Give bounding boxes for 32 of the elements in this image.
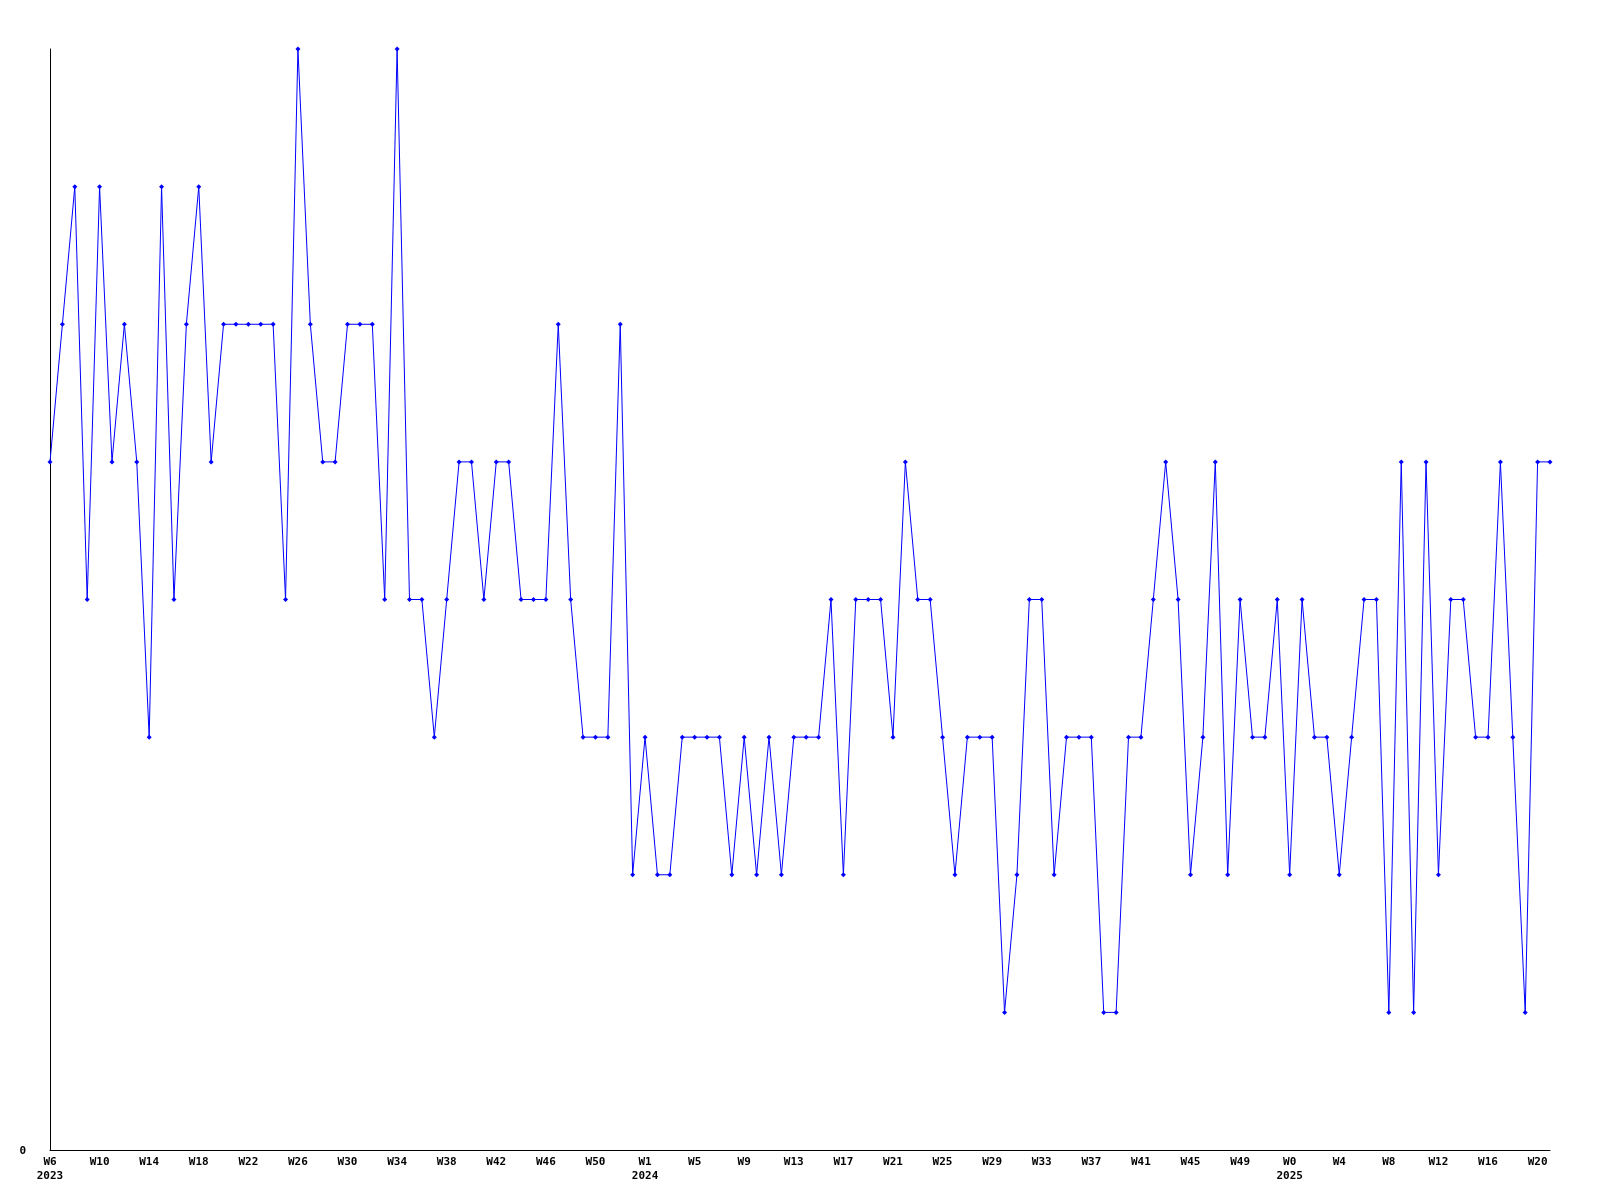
x-tick-label: W42 [486,1154,507,1168]
x-tick-label: W6 2023 [36,1154,64,1182]
x-tick-label: W1 2024 [631,1154,659,1182]
x-tick-label: W13 [783,1154,804,1168]
x-tick-label: W17 [833,1154,854,1168]
x-tick-label: W8 [1382,1154,1396,1168]
x-tick-label: W0 2025 [1276,1154,1303,1182]
x-tick-label: W25 [932,1154,953,1168]
x-tick-label: W21 [883,1154,904,1168]
x-tick-label: W26 [288,1154,309,1168]
x-tick-label: W46 [535,1154,557,1168]
x-tick-label: W22 [238,1154,259,1168]
x-tick-label: W5 [688,1154,702,1168]
x-tick-label: W12 [1428,1154,1449,1168]
x-tick-label: W45 [1180,1154,1201,1168]
x-tick-label: W41 [1130,1154,1152,1168]
x-tick-label: W50 [585,1154,606,1168]
x-tick-label: W10 [89,1154,110,1168]
text: 0 [19,1143,26,1157]
x-tick-label: W33 [1031,1154,1052,1168]
x-tick-label: W29 [982,1154,1003,1168]
x-tick-label: W38 [436,1154,457,1168]
x-tick-label: W37 [1081,1154,1102,1168]
x-tick-label: W14 [139,1154,160,1168]
x-tick-label: W9 [737,1154,751,1168]
x-tick-label: W49 [1230,1154,1251,1168]
x-tick-label: W20 [1527,1154,1548,1168]
x-tick-label: W4 [1332,1154,1347,1168]
x-tick-label: W16 [1478,1154,1499,1168]
x-tick-label: W18 [188,1154,209,1168]
x-tick-label: W34 [387,1154,408,1168]
x-tick-label: W30 [337,1154,358,1168]
